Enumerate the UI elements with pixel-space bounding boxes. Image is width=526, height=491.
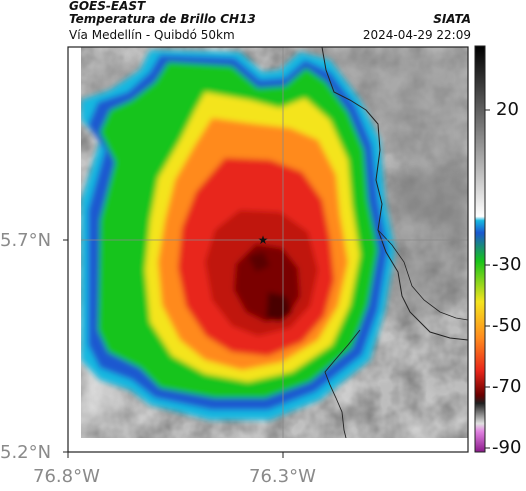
lat-tick-label: 5.2°N bbox=[0, 442, 52, 463]
colorbar-tick-label: 20 bbox=[496, 99, 519, 120]
region-subtitle: Vía Medellín - Quibdó 50km bbox=[69, 28, 235, 42]
satellite-image: ★ bbox=[81, 47, 468, 438]
product-title: Temperatura de Brillo CH13 bbox=[69, 12, 256, 26]
agency-label: SIATA bbox=[433, 12, 471, 26]
colorbar-tick-label: -30 bbox=[492, 254, 522, 275]
lat-tick-label: 5.7°N bbox=[0, 230, 52, 251]
border-line bbox=[321, 47, 468, 341]
lon-tick-label: 76.8°W bbox=[33, 466, 100, 487]
lon-tick-label: 76.3°W bbox=[249, 466, 316, 487]
colorbar-tick-label: -70 bbox=[492, 376, 522, 397]
colorbar bbox=[474, 45, 486, 453]
datetime-label: 2024-04-29 22:09 bbox=[362, 28, 471, 42]
location-marker-icon: ★ bbox=[258, 233, 269, 247]
map-border bbox=[67, 46, 469, 453]
colorbar-tick-label: -50 bbox=[492, 315, 522, 336]
satellite-title: GOES-EAST bbox=[69, 0, 146, 13]
colorbar-tick-label: -90 bbox=[492, 437, 522, 458]
